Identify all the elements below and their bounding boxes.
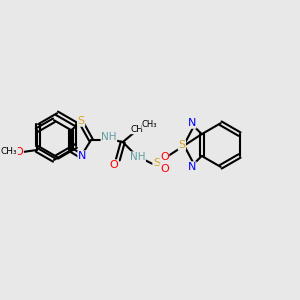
Text: S: S <box>77 116 85 126</box>
Text: O: O <box>160 152 169 162</box>
Text: CH: CH <box>130 125 143 134</box>
Text: N: N <box>188 118 196 128</box>
Text: S: S <box>178 140 185 150</box>
Text: O: O <box>160 164 169 174</box>
Text: S: S <box>153 158 160 168</box>
Text: N: N <box>188 162 196 172</box>
Text: CH₃: CH₃ <box>142 120 157 129</box>
Text: CH₃: CH₃ <box>1 148 17 157</box>
Text: O: O <box>110 160 118 170</box>
Text: O: O <box>15 147 23 157</box>
Text: NH: NH <box>130 152 146 162</box>
Text: N: N <box>78 151 86 161</box>
Text: NH: NH <box>101 132 117 142</box>
